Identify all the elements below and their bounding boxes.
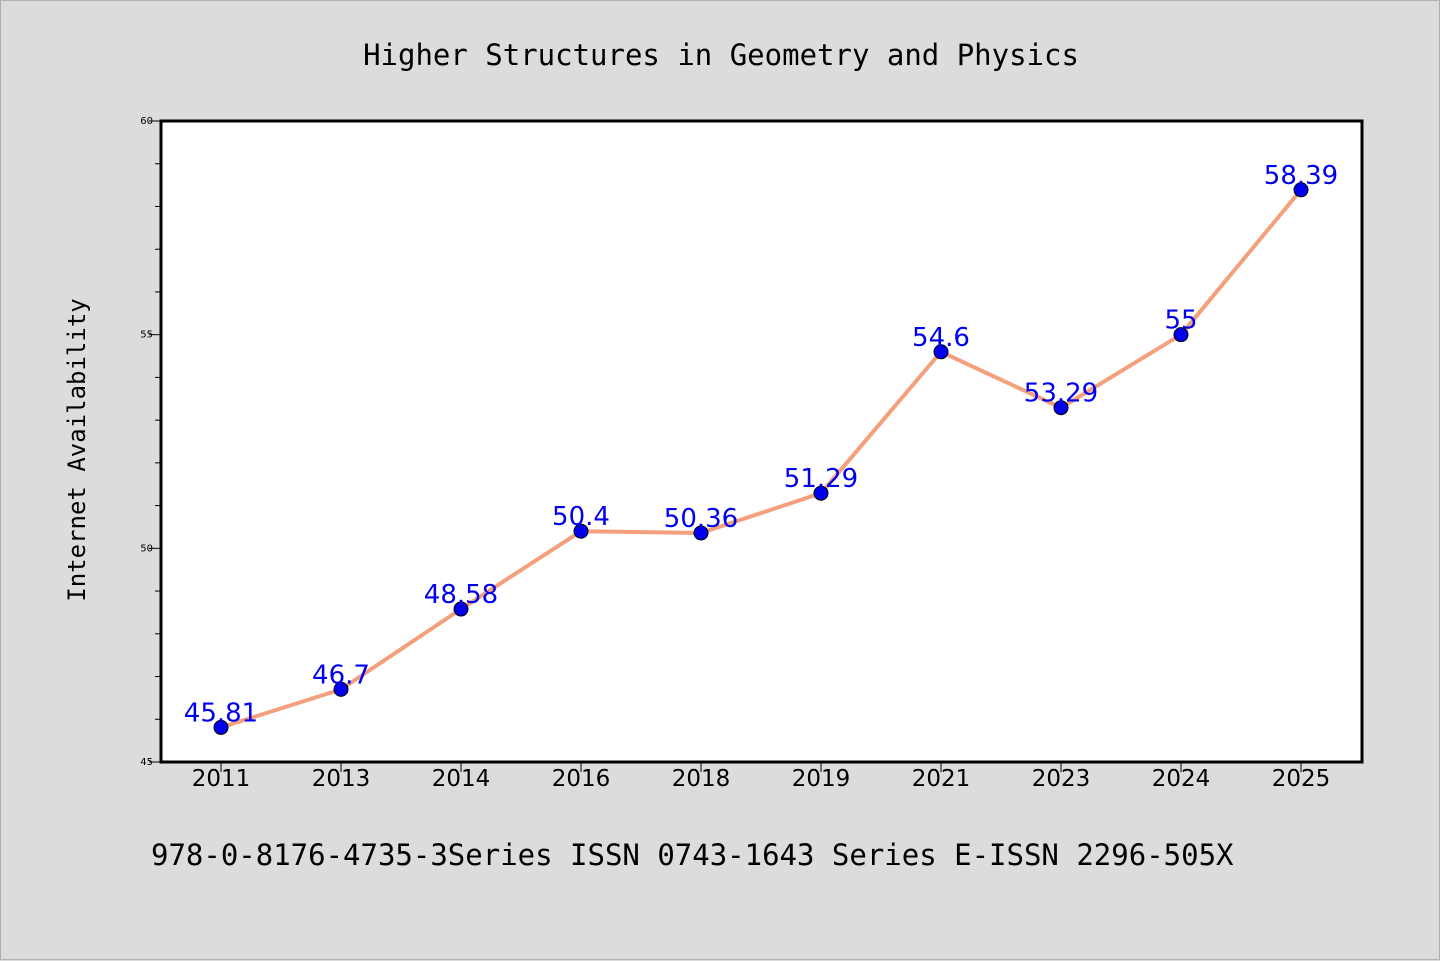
data-point	[813, 485, 829, 501]
data-point	[453, 601, 469, 617]
data-label: 45.81	[184, 698, 258, 728]
x-tick-label: 2024	[1152, 766, 1211, 792]
x-tick-label: 2025	[1272, 766, 1331, 792]
data-label: 51.29	[784, 464, 858, 494]
data-point	[1293, 182, 1309, 198]
x-tick-label: 2011	[192, 766, 251, 792]
y-tick-label: 50	[140, 543, 153, 554]
data-point	[1173, 327, 1189, 343]
data-point	[213, 719, 229, 735]
data-label: 50.36	[664, 504, 738, 534]
x-tick-label: 2013	[312, 766, 371, 792]
data-label: 48.58	[424, 580, 498, 610]
y-axis-label: Internet Availability	[63, 298, 91, 601]
isbn-issn-footer: 978-0-8176-4735-3Series ISSN 0743-1643 S…	[151, 838, 1234, 872]
x-tick-label: 2021	[912, 766, 971, 792]
data-label: 58.39	[1264, 161, 1338, 191]
data-point	[573, 523, 589, 539]
data-label: 54.6	[912, 323, 970, 353]
data-label: 50.4	[552, 502, 610, 532]
series-line	[219, 187, 1303, 730]
x-tick-label: 2018	[672, 766, 731, 792]
data-label: 53.29	[1024, 379, 1098, 409]
y-tick-label: 55	[140, 330, 153, 341]
y-tick-label: 60	[140, 116, 153, 127]
series-layer: 45.81 46.7 48.58 50.4 50.36 51.29 54.6 53.29 55 5…	[184, 161, 1338, 735]
y-axis: 45 50 55 60	[140, 116, 161, 768]
data-point	[693, 525, 709, 541]
x-tick-label: 2023	[1032, 766, 1091, 792]
x-tick-label: 2019	[792, 766, 851, 792]
x-tick-label: 2014	[432, 766, 491, 792]
data-point	[933, 344, 949, 360]
x-axis: 2011 2013 2014 2016 2018 2019 2021 2023 2024 2025	[192, 762, 1331, 792]
data-point	[333, 681, 349, 697]
chart-title: Higher Structures in Geometry and Physic…	[363, 38, 1079, 72]
data-label: 55	[1164, 306, 1197, 336]
data-label: 46.7	[312, 660, 370, 690]
data-point	[1053, 400, 1069, 416]
x-tick-label: 2016	[552, 766, 611, 792]
plot-area	[159, 119, 1364, 764]
y-tick-label: 45	[140, 757, 153, 768]
